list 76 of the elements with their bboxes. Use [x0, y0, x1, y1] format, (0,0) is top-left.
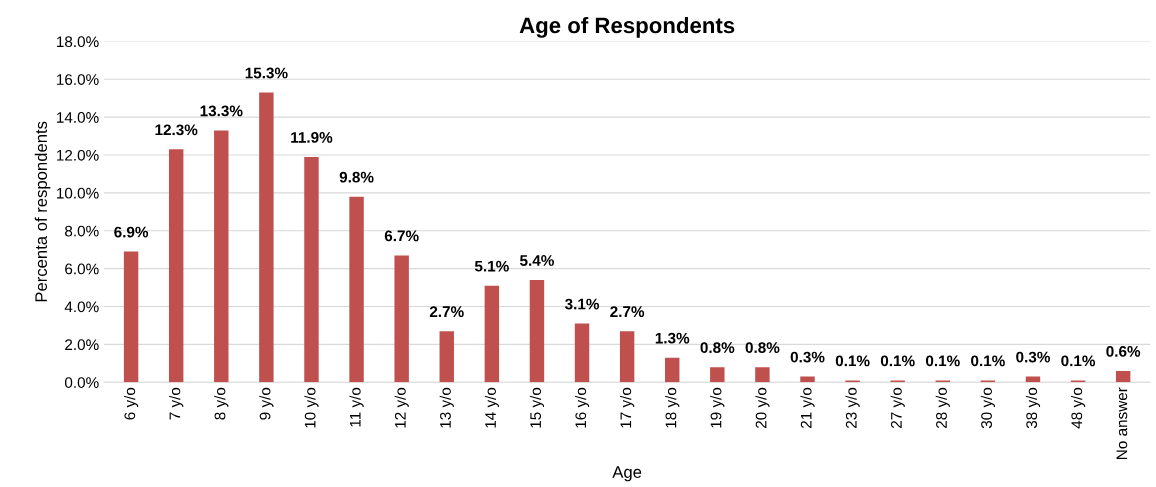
x-tick-label: 10 y/o — [304, 387, 319, 428]
data-label: 0.3% — [1016, 351, 1050, 363]
x-tick-label: 9 y/o — [259, 387, 274, 420]
x-tick-label: 21 y/o — [800, 387, 815, 428]
x-tick-label: No answer — [1116, 387, 1128, 459]
bar — [349, 196, 364, 383]
bar — [529, 280, 545, 383]
bar — [755, 367, 770, 383]
data-label: 0.8% — [700, 342, 735, 354]
x-tick-label: 7 y/o — [169, 387, 184, 420]
bar — [574, 323, 590, 383]
bar — [800, 376, 815, 383]
data-label: 12.3% — [155, 124, 198, 136]
bar — [439, 331, 454, 383]
data-label: 0.1% — [971, 355, 1005, 367]
bar — [619, 331, 635, 383]
data-label: 6.9% — [114, 226, 149, 238]
x-tick-label: 14 y/o — [484, 387, 499, 428]
x-tick-label: 12 y/o — [394, 387, 409, 428]
data-label: 11.9% — [291, 131, 333, 143]
data-label: 6.7% — [384, 230, 419, 242]
y-axis-title: Percenta of respondents — [34, 121, 51, 302]
x-tick-label: 23 y/o — [845, 387, 860, 428]
data-label: 5.1% — [474, 260, 509, 272]
y-tick-label: 0.0% — [64, 377, 99, 388]
data-label: 0.1% — [880, 355, 915, 367]
x-tick-label: 11 y/o — [349, 387, 364, 427]
x-tick-label: 27 y/o — [890, 387, 905, 428]
data-label: 0.8% — [745, 342, 780, 354]
data-label: 2.7% — [610, 306, 645, 317]
y-tick-label: 10.0% — [57, 187, 99, 199]
chart-title: Age of Respondents — [519, 16, 735, 38]
x-tick-label: 48 y/o — [1070, 387, 1086, 429]
bar — [1115, 370, 1131, 383]
x-tick-label: 19 y/o — [710, 387, 725, 428]
x-tick-label: 38 y/o — [1025, 387, 1041, 429]
x-axis-title: Age — [612, 466, 642, 482]
y-tick-label: 18.0% — [57, 36, 99, 48]
bar — [168, 149, 184, 383]
x-tick-label: 13 y/o — [439, 387, 454, 428]
data-label: 3.1% — [564, 298, 600, 310]
y-tick-label: 14.0% — [57, 112, 99, 123]
y-tick-label: 6.0% — [65, 263, 99, 275]
data-label: 2.7% — [429, 306, 464, 317]
bar — [665, 357, 680, 383]
x-tick-label: 17 y/o — [620, 387, 635, 428]
y-tick-label: 12.0% — [57, 149, 99, 161]
bar — [259, 92, 274, 383]
bar — [214, 130, 229, 383]
x-tick-label: 30 y/o — [980, 387, 995, 429]
data-label: 0.1% — [1061, 355, 1096, 367]
y-tick-label: 4.0% — [64, 301, 99, 313]
data-label: 15.3% — [245, 67, 288, 79]
x-tick-label: 18 y/o — [665, 387, 680, 428]
data-label: 0.3% — [790, 351, 825, 363]
y-tick-label: 2.0% — [65, 339, 99, 351]
bar — [123, 251, 139, 383]
data-label: 0.1% — [925, 355, 960, 367]
data-label: 5.4% — [520, 255, 554, 266]
x-tick-label: 6 y/o — [123, 387, 139, 420]
bar — [304, 156, 319, 383]
data-label: 9.8% — [339, 171, 374, 183]
bar — [394, 255, 409, 383]
x-tick-label: 15 y/o — [529, 387, 545, 428]
x-tick-label: 20 y/o — [755, 387, 770, 428]
y-tick-label: 16.0% — [57, 74, 99, 85]
x-tick-label: 28 y/o — [935, 387, 950, 428]
data-label: 1.3% — [655, 332, 690, 344]
data-label: 0.1% — [835, 355, 870, 367]
x-tick-label: 8 y/o — [214, 387, 229, 420]
x-tick-label: 16 y/o — [574, 387, 590, 428]
data-label: 0.6% — [1106, 345, 1141, 357]
data-label: 13.3% — [200, 105, 243, 117]
bar — [484, 285, 500, 383]
y-tick-label: 8.0% — [65, 225, 99, 237]
bar — [710, 367, 725, 383]
